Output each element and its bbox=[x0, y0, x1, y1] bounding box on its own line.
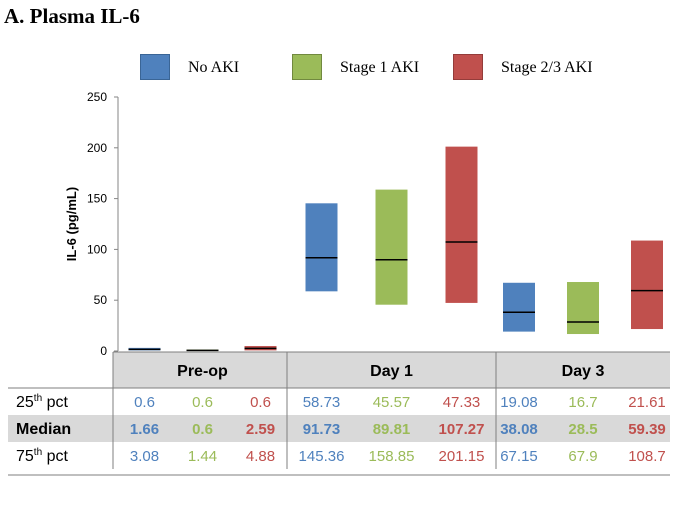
cell-p75-2-0: 67.15 bbox=[500, 448, 538, 465]
cell-p25-1-0: 58.73 bbox=[303, 394, 341, 411]
cell-p25-2-2: 21.61 bbox=[628, 394, 666, 411]
y-tick-label-0: 0 bbox=[100, 344, 107, 358]
row-label-median: Median bbox=[16, 421, 71, 438]
cell-p75-1-0: 145.36 bbox=[299, 448, 345, 465]
cell-p25-0-2: 0.6 bbox=[250, 394, 271, 411]
cell-p75-2-1: 67.9 bbox=[568, 448, 597, 465]
cell-median-1-2: 107.27 bbox=[439, 421, 485, 438]
legend-label-stage1: Stage 1 AKI bbox=[340, 59, 420, 76]
cell-median-0-0: 1.66 bbox=[130, 421, 159, 438]
cell-median-2-1: 28.5 bbox=[568, 421, 597, 438]
cell-p25-1-2: 47.33 bbox=[443, 394, 481, 411]
cell-p75-0-0: 3.08 bbox=[130, 448, 159, 465]
cell-median-1-1: 89.81 bbox=[373, 421, 411, 438]
legend-swatch-stage1 bbox=[292, 54, 322, 80]
cell-median-1-0: 91.73 bbox=[303, 421, 341, 438]
legend-swatch-no-aki bbox=[140, 54, 170, 80]
legend: No AKI Stage 1 AKI Stage 2/3 AKI bbox=[0, 54, 676, 84]
cell-median-2-0: 38.08 bbox=[500, 421, 538, 438]
y-tick-label-200: 200 bbox=[87, 141, 107, 155]
y-tick-label-50: 50 bbox=[94, 293, 108, 307]
y-axis-title: IL-6 (pg/mL) bbox=[64, 187, 79, 261]
cell-p75-2-2: 108.7 bbox=[628, 448, 666, 465]
cell-p75-0-2: 4.88 bbox=[246, 448, 275, 465]
cell-p25-1-1: 45.57 bbox=[373, 394, 411, 411]
y-tick-label-100: 100 bbox=[87, 242, 107, 256]
panel-title: A. Plasma IL-6 bbox=[4, 4, 140, 28]
box-2-2 bbox=[631, 240, 663, 330]
row-label-p25: 25th pct bbox=[16, 393, 68, 411]
box-2-0 bbox=[503, 282, 535, 332]
cell-p75-0-1: 1.44 bbox=[188, 448, 217, 465]
cell-median-0-1: 0.6 bbox=[192, 421, 213, 438]
cell-p25-2-0: 19.08 bbox=[500, 394, 538, 411]
table-median-band bbox=[8, 415, 670, 442]
box-1-1 bbox=[375, 189, 408, 305]
cell-p75-1-2: 201.15 bbox=[439, 448, 485, 465]
table-header-day-1: Day 1 bbox=[370, 363, 413, 380]
box-1-2 bbox=[445, 146, 478, 303]
legend-swatch-stage23 bbox=[453, 54, 483, 80]
y-tick-label-150: 150 bbox=[87, 192, 107, 206]
box-2-1 bbox=[567, 282, 599, 335]
y-tick-label-250: 250 bbox=[87, 90, 107, 104]
cell-p25-0-0: 0.6 bbox=[134, 394, 155, 411]
cell-median-0-2: 2.59 bbox=[246, 421, 275, 438]
table-header-pre-op: Pre-op bbox=[177, 363, 228, 380]
row-label-p75: 75th pct bbox=[16, 447, 68, 465]
cell-p25-2-1: 16.7 bbox=[568, 394, 597, 411]
legend-label-no-aki: No AKI bbox=[188, 59, 240, 76]
cell-p25-0-1: 0.6 bbox=[192, 394, 213, 411]
table-header-day-3: Day 3 bbox=[562, 363, 605, 380]
box-1-0 bbox=[305, 203, 338, 292]
legend-label-stage23: Stage 2/3 AKI bbox=[501, 59, 593, 76]
cell-p75-1-1: 158.85 bbox=[369, 448, 415, 465]
cell-median-2-2: 59.39 bbox=[628, 421, 666, 438]
table-header-band bbox=[113, 352, 670, 388]
